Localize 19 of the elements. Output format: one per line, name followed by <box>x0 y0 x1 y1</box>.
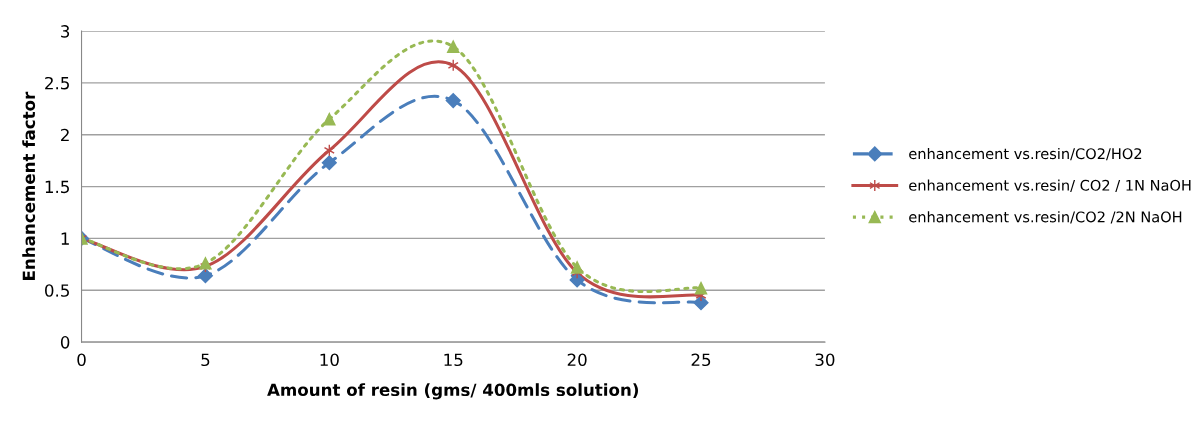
x-tick-label: 20 <box>567 353 587 367</box>
x-tick-label: 0 <box>77 353 86 367</box>
x-tick-label: 5 <box>201 353 210 367</box>
y-tick-label: 1.5 <box>45 180 69 194</box>
y-axis-title: Enhancement factor <box>22 91 36 280</box>
y-tick-label: 1 <box>61 232 69 245</box>
y-tick-label: 3 <box>61 25 70 38</box>
x-tick-label: 10 <box>320 353 339 367</box>
legend-label: enhancement vs.resin/CO2/HO2 <box>909 147 1142 161</box>
x-tick-label: 15 <box>444 353 463 367</box>
y-tick-label: 0.5 <box>45 284 69 297</box>
x-tick-label: 30 <box>815 353 835 367</box>
y-tick-label: 2 <box>61 128 69 142</box>
y-tick-label: 0 <box>60 336 70 349</box>
legend-label: enhancement vs.resin/CO2 /2N NaOH <box>909 211 1182 224</box>
x-axis-title: Amount of resin (gms/ 400mls solution) <box>267 383 638 400</box>
y-tick-label: 2.5 <box>45 76 69 90</box>
legend-label: enhancement vs.resin/ CO2 / 1N NaOH <box>909 179 1191 192</box>
x-tick-label: 25 <box>691 353 711 367</box>
